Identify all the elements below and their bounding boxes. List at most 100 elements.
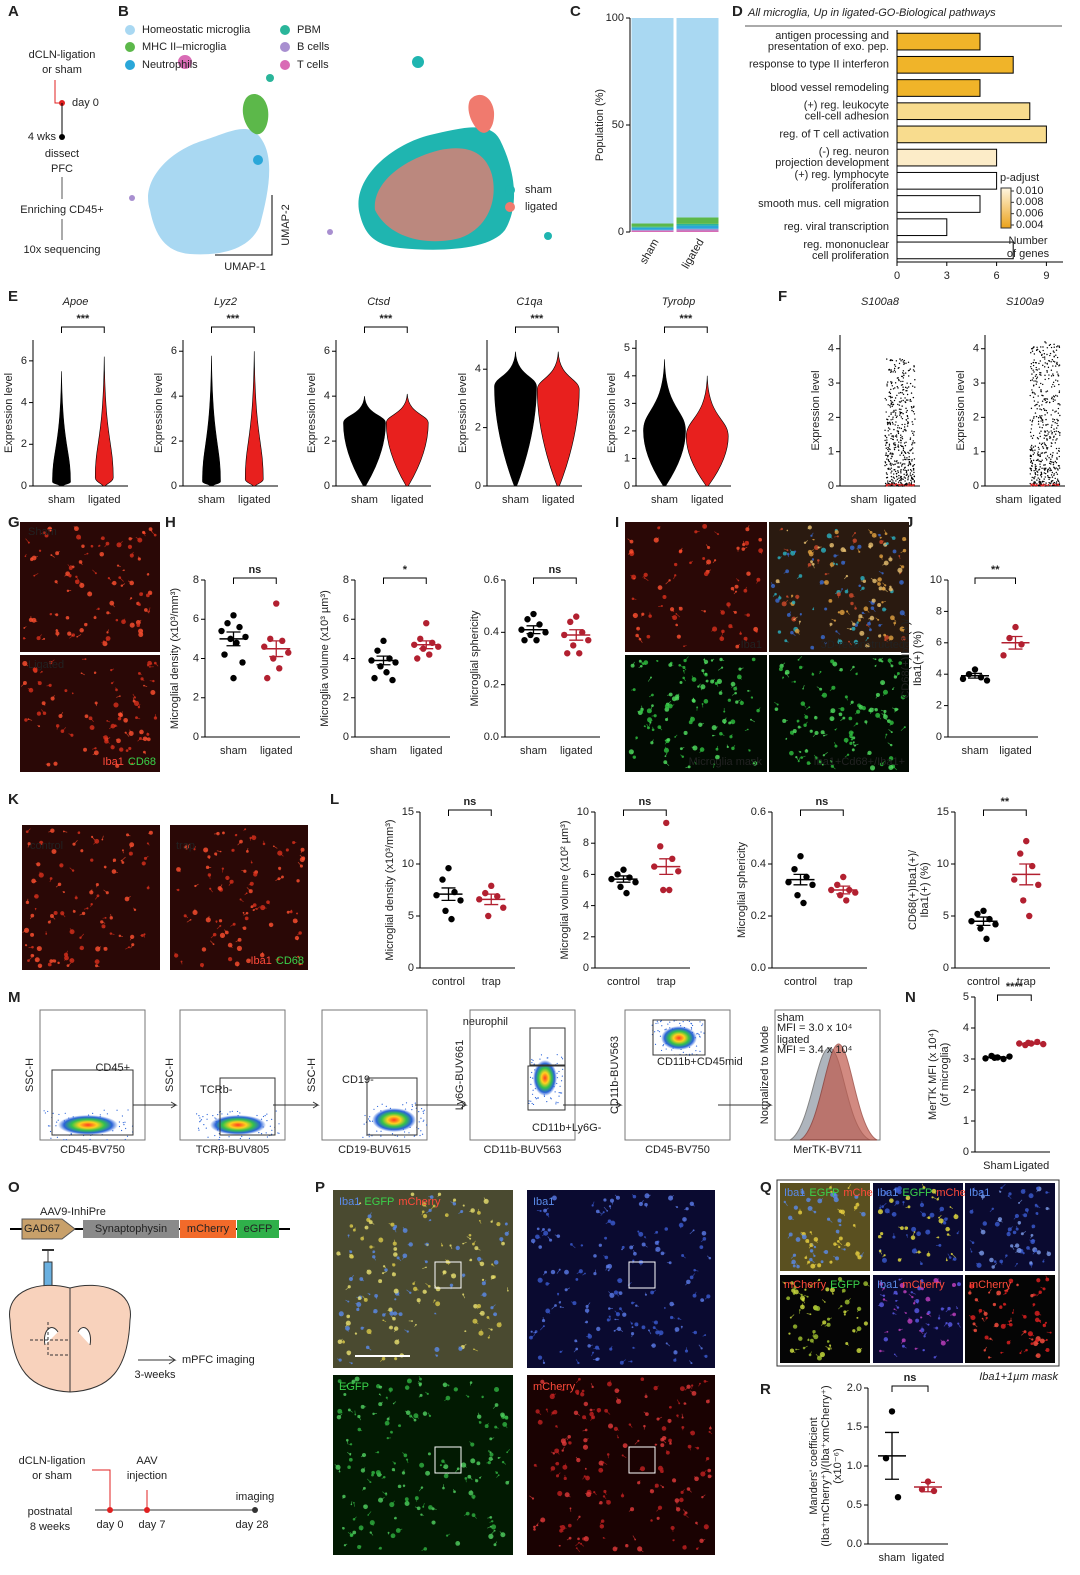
- event: [260, 1133, 263, 1135]
- point: [889, 422, 892, 425]
- process: [638, 1232, 641, 1235]
- bar-segment: [676, 225, 719, 229]
- process: [1036, 1279, 1039, 1281]
- process: [730, 625, 734, 628]
- process: [700, 1238, 705, 1243]
- cell: [820, 730, 825, 735]
- process: [39, 871, 42, 876]
- point: [900, 427, 903, 430]
- process: [889, 660, 894, 662]
- event: [402, 1104, 404, 1106]
- process: [273, 845, 278, 849]
- process: [428, 1219, 431, 1222]
- process: [851, 737, 855, 740]
- process: [582, 1273, 586, 1276]
- point: [903, 359, 906, 362]
- process: [442, 1466, 446, 1469]
- gate-label: CD11b+Ly6G-: [532, 1122, 602, 1134]
- process: [952, 1258, 955, 1261]
- process: [866, 752, 870, 755]
- process: [791, 632, 796, 637]
- point: [889, 484, 891, 487]
- point: [903, 473, 905, 476]
- event: [126, 1135, 129, 1137]
- sig-bracket: [515, 326, 559, 333]
- process: [879, 1236, 883, 1238]
- process: [950, 1206, 953, 1210]
- process: [849, 701, 853, 706]
- process: [714, 531, 719, 535]
- process: [973, 1323, 978, 1328]
- process: [61, 913, 66, 918]
- y-tick-label: 4: [171, 390, 177, 402]
- point: [906, 415, 909, 417]
- process: [125, 946, 130, 950]
- event: [660, 1049, 663, 1052]
- event: [560, 1092, 563, 1094]
- process: [413, 1281, 416, 1284]
- y-tick-label: 0: [475, 480, 481, 492]
- point: [894, 371, 897, 373]
- point: [898, 362, 901, 365]
- process: [739, 667, 744, 670]
- process: [705, 1458, 708, 1462]
- point: [890, 388, 892, 391]
- point: [894, 397, 897, 399]
- process: [228, 881, 232, 886]
- y-tick-label: cell proliferation: [812, 250, 889, 262]
- process: [795, 1207, 798, 1210]
- process: [130, 944, 134, 949]
- process: [138, 556, 140, 560]
- process: [494, 1541, 498, 1545]
- process: [493, 1313, 496, 1316]
- point: [895, 436, 898, 438]
- process: [52, 695, 55, 699]
- cell: [1045, 1191, 1048, 1194]
- process: [490, 1458, 494, 1460]
- process: [908, 1317, 911, 1322]
- process: [495, 1470, 498, 1473]
- point: [912, 423, 914, 426]
- process: [650, 705, 653, 710]
- point: [907, 451, 909, 454]
- cell: [386, 1417, 390, 1421]
- process: [865, 608, 870, 613]
- y-tick-label: reg. viral transcription: [784, 221, 889, 233]
- process: [55, 763, 57, 766]
- event: [381, 1103, 383, 1105]
- process: [146, 663, 149, 666]
- event: [682, 1021, 684, 1023]
- process: [651, 739, 654, 743]
- event: [557, 1102, 559, 1104]
- x-tick-label: 6: [994, 270, 1000, 282]
- process: [811, 672, 814, 675]
- process: [34, 573, 39, 576]
- process: [101, 921, 106, 924]
- process: [489, 1520, 493, 1523]
- point: [913, 480, 916, 482]
- process: [422, 1502, 425, 1507]
- violin: [202, 355, 221, 487]
- process: [573, 1348, 577, 1353]
- process: [838, 708, 843, 710]
- violin: [643, 359, 686, 487]
- event: [63, 1139, 65, 1141]
- process: [906, 1234, 908, 1238]
- process: [357, 1202, 361, 1206]
- point: [896, 385, 898, 388]
- point: [1046, 347, 1049, 349]
- process: [111, 668, 115, 671]
- process: [131, 551, 134, 556]
- cell: [673, 1350, 678, 1355]
- point: [899, 412, 902, 415]
- process: [542, 1381, 547, 1384]
- point: [886, 418, 888, 420]
- process: [802, 1299, 806, 1304]
- process: [883, 543, 888, 546]
- legend-label: ligated: [777, 1034, 809, 1046]
- process: [702, 1494, 706, 1498]
- process: [1003, 1292, 1006, 1296]
- process: [219, 884, 223, 889]
- point: [901, 437, 904, 440]
- process: [109, 725, 114, 730]
